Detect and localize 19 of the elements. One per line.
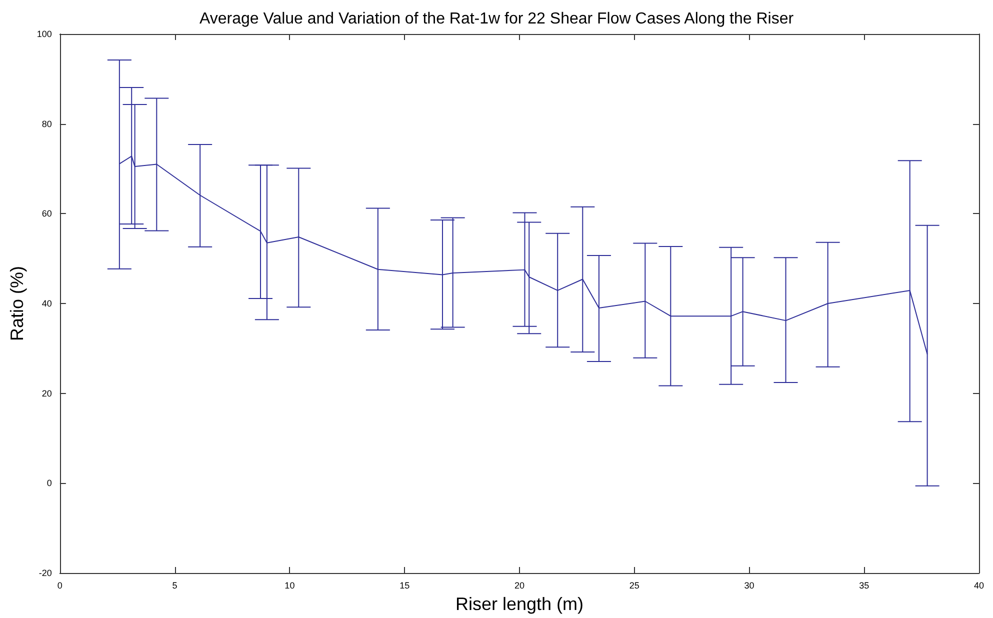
x-tick-label: 0	[57, 580, 62, 590]
x-tick-label: 5	[172, 580, 178, 590]
y-tick-label: 20	[42, 388, 52, 398]
x-tick-label: 30	[744, 580, 754, 590]
x-axis-title: Riser length (m)	[455, 594, 584, 614]
y-tick-label: -20	[38, 568, 52, 578]
x-tick-label: 40	[974, 580, 984, 590]
x-tick-label: 25	[629, 580, 640, 590]
x-tick-label: 10	[284, 580, 295, 590]
x-tick-label: 15	[400, 580, 410, 590]
x-tick-label: 20	[514, 580, 524, 590]
y-tick-label: 100	[36, 29, 52, 39]
y-tick-label: 60	[42, 208, 52, 219]
y-tick-label: 40	[42, 298, 52, 308]
x-tick-label: 35	[859, 580, 870, 590]
chart-title: Average Value and Variation of the Rat-1w for 22 Shear Flow Cases Along the Riser	[199, 10, 794, 28]
y-axis-title: Ratio (%)	[7, 266, 27, 342]
y-tick-label: 0	[46, 478, 52, 488]
y-tick-label: 80	[42, 118, 52, 129]
